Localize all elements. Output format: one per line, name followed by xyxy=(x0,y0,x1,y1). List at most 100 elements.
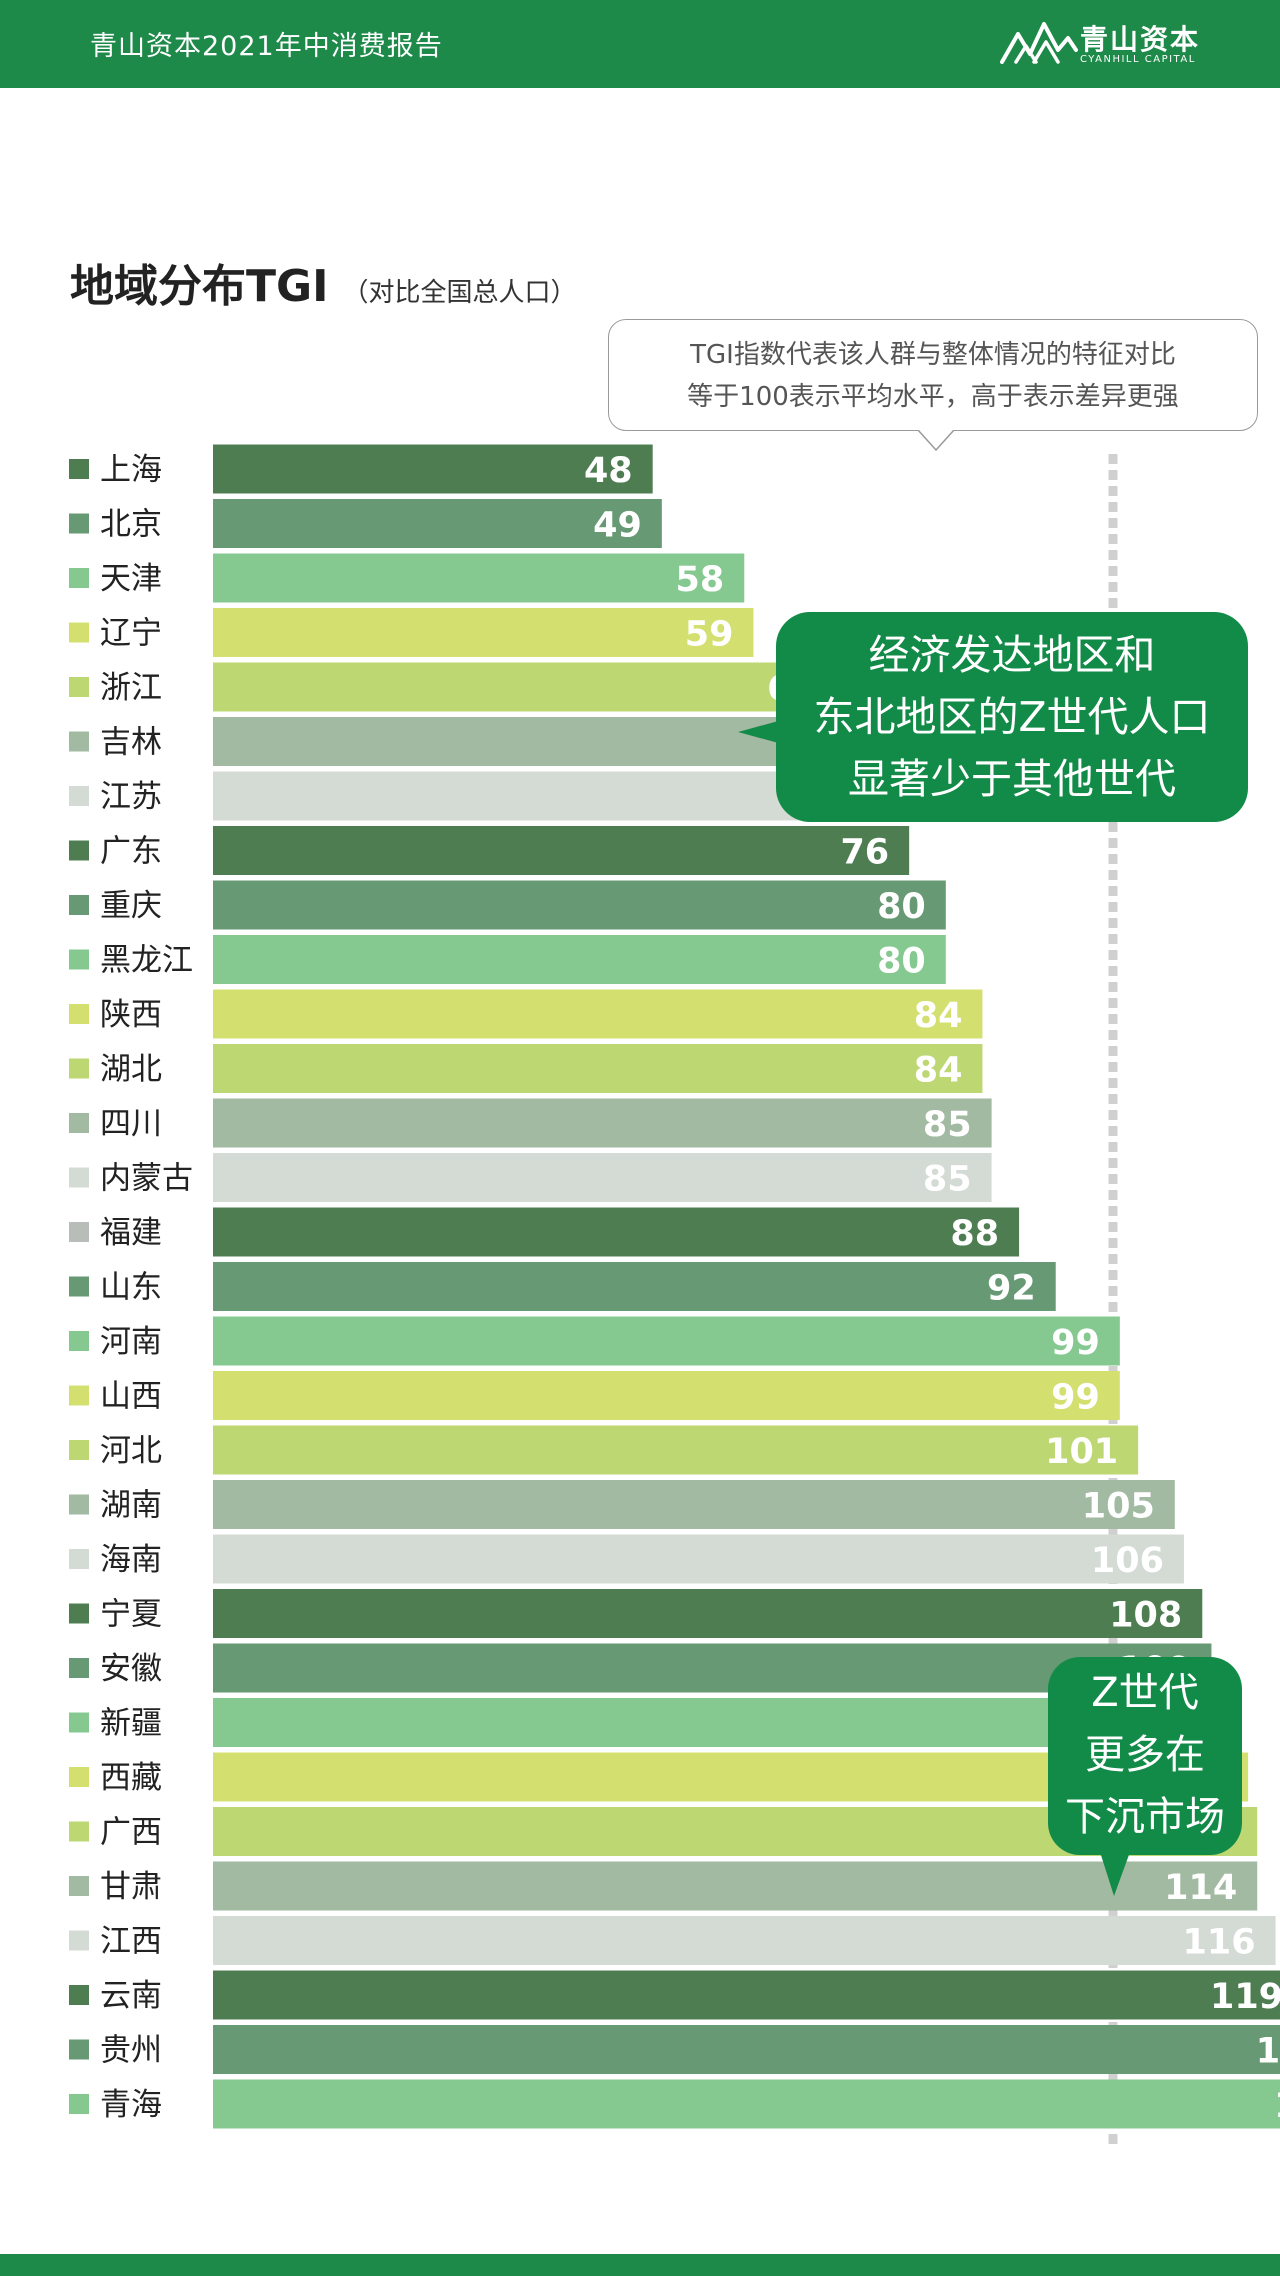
value-label: 119 xyxy=(1210,1977,1280,2017)
legend-swatch xyxy=(69,1985,89,2005)
value-label: 116 xyxy=(1182,1923,1255,1963)
bar xyxy=(213,1861,1258,1911)
category-label: 浙江 xyxy=(100,670,162,706)
value-label: 48 xyxy=(584,451,633,491)
category-label: 重庆 xyxy=(100,888,162,924)
legend-swatch xyxy=(69,1821,89,1842)
legend-swatch xyxy=(69,513,89,534)
category-label: 宁夏 xyxy=(100,1597,162,1633)
chart-subtitle: （对比全国总人口） xyxy=(342,278,577,308)
value-label: 126 xyxy=(1274,2086,1280,2126)
value-label: 101 xyxy=(1045,1432,1118,1472)
callout-2-line-3: 下沉市场 xyxy=(1065,1794,1225,1840)
category-label: 内蒙古 xyxy=(100,1161,193,1197)
bar xyxy=(213,1480,1175,1529)
bar xyxy=(213,1534,1184,1584)
legend-swatch xyxy=(69,895,89,915)
category-label: 陕西 xyxy=(100,997,162,1033)
logo: 青山资本 CYANHILL CAPITAL xyxy=(1000,18,1230,72)
value-label: 49 xyxy=(593,506,642,546)
callout-developed-regions: 经济发达地区和 东北地区的Z世代人口 显著少于其他世代 xyxy=(776,612,1248,822)
bar xyxy=(213,1425,1139,1475)
bar xyxy=(213,826,910,875)
value-label: 124 xyxy=(1256,2032,1280,2072)
category-label: 西藏 xyxy=(100,1760,162,1796)
value-label: 92 xyxy=(987,1269,1036,1309)
legend-swatch xyxy=(69,2094,89,2114)
bar xyxy=(213,1316,1120,1366)
mountain-logo-icon xyxy=(1000,22,1078,64)
category-label: 湖北 xyxy=(100,1052,162,1088)
category-label: 吉林 xyxy=(100,725,162,761)
value-label: 108 xyxy=(1109,1596,1182,1636)
category-label: 河北 xyxy=(100,1433,162,1469)
legend-swatch xyxy=(69,1058,89,1079)
callout-lower-tier-markets: Z世代 更多在 下沉市场 xyxy=(1048,1657,1242,1855)
value-label: 76 xyxy=(840,833,889,873)
bar xyxy=(213,553,745,603)
bar xyxy=(213,1371,1120,1420)
callout-2-pointer xyxy=(1100,1852,1130,1896)
logo-name: 青山资本 xyxy=(1080,23,1201,56)
category-label: 山西 xyxy=(100,1379,162,1415)
bar xyxy=(213,1044,983,1093)
bar xyxy=(213,880,946,930)
chart-title: 地域分布TGI （对比全国总人口） xyxy=(70,250,577,314)
legend-swatch xyxy=(69,786,89,806)
logo-subtitle: CYANHILL CAPITAL xyxy=(1080,54,1196,65)
value-label: 85 xyxy=(923,1105,972,1145)
legend-swatch xyxy=(69,568,89,588)
tgi-note-line-1: TGI指数代表该人群与整体情况的特征对比 xyxy=(690,340,1176,370)
value-label: 80 xyxy=(877,887,926,927)
category-label: 河南 xyxy=(100,1324,162,1360)
legend-swatch xyxy=(69,1385,89,1406)
legend-swatch xyxy=(69,459,89,479)
tgi-note-box: TGI指数代表该人群与整体情况的特征对比 等于100表示平均水平，高于表示差异更… xyxy=(608,319,1258,431)
bar xyxy=(213,1643,1212,1693)
legend-swatch xyxy=(69,1930,89,1951)
chart-title-main: 地域分布TGI xyxy=(70,261,329,312)
legend-swatch xyxy=(69,1167,89,1188)
callout-1-line-3: 显著少于其他世代 xyxy=(848,755,1176,803)
legend-swatch xyxy=(69,1004,89,1024)
bar xyxy=(213,608,754,657)
value-label: 99 xyxy=(1051,1323,1100,1363)
category-label: 广东 xyxy=(100,834,162,870)
value-label: 85 xyxy=(923,1160,972,1200)
legend-swatch xyxy=(69,677,89,697)
category-label: 天津 xyxy=(100,561,162,597)
category-label: 新疆 xyxy=(100,1706,162,1742)
legend-swatch xyxy=(69,1440,89,1460)
header-bar: 青山资本2021年中消费报告 青山资本 CYANHILL CAPITAL xyxy=(0,0,1280,88)
bar xyxy=(213,1970,1280,2020)
bar xyxy=(213,771,882,821)
legend-swatch xyxy=(69,622,89,643)
category-label: 海南 xyxy=(100,1542,162,1578)
category-label: 江苏 xyxy=(100,779,162,815)
bar xyxy=(213,2025,1280,2074)
legend-swatch xyxy=(69,1494,89,1515)
bar xyxy=(213,444,653,494)
bar xyxy=(213,499,662,548)
category-label: 青海 xyxy=(100,2087,162,2123)
category-label: 黑龙江 xyxy=(100,943,193,979)
category-label: 湖南 xyxy=(100,1488,162,1524)
category-label: 安徽 xyxy=(100,1651,162,1687)
category-label: 上海 xyxy=(100,452,162,488)
legend-swatch xyxy=(69,1549,89,1569)
legend-swatch xyxy=(69,1767,89,1787)
bar xyxy=(213,1153,992,1202)
legend-swatch xyxy=(69,1603,89,1624)
value-label: 114 xyxy=(1164,1868,1237,1908)
callout-1-line-2: 东北地区的Z世代人口 xyxy=(813,693,1211,741)
category-label: 贵州 xyxy=(100,2033,162,2069)
value-label: 105 xyxy=(1082,1487,1155,1527)
legend-swatch xyxy=(69,840,89,861)
bar xyxy=(213,1262,1056,1311)
legend-swatch xyxy=(69,1658,89,1678)
value-label: 58 xyxy=(676,560,725,600)
bar xyxy=(213,1098,992,1148)
callout-2-line-2: 更多在 xyxy=(1085,1732,1205,1778)
category-label: 甘肃 xyxy=(100,1869,162,1905)
footer-bar xyxy=(0,2254,1280,2276)
